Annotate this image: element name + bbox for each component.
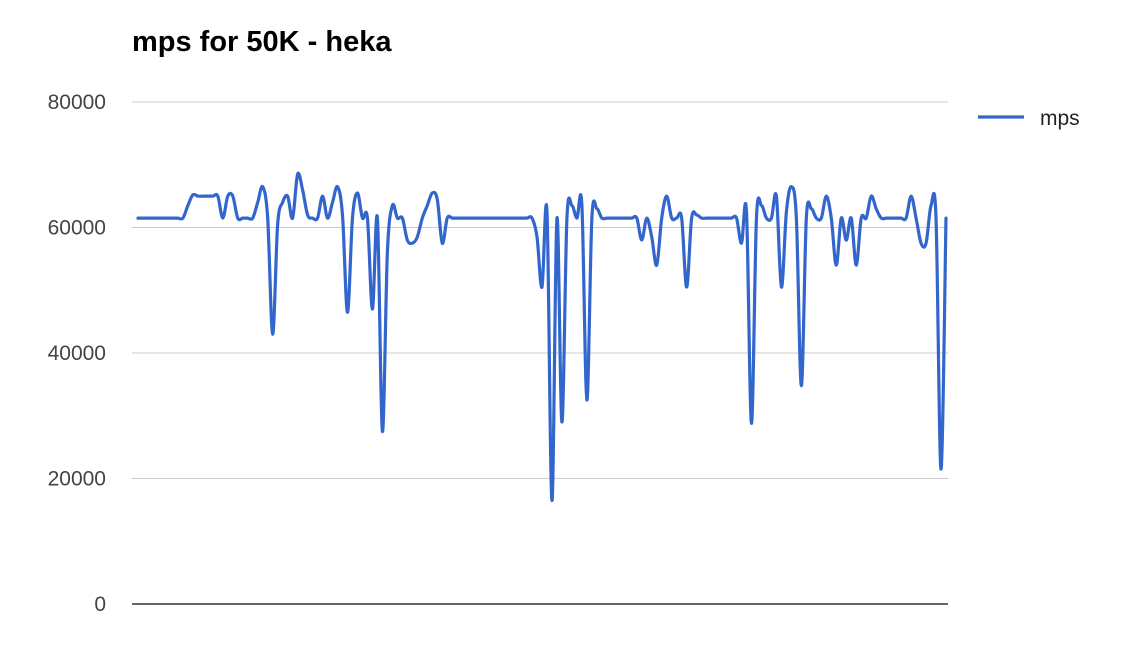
y-tick-label: 40000 — [48, 342, 106, 365]
legend-label: mps — [1040, 107, 1080, 130]
y-tick-label: 20000 — [48, 468, 106, 491]
gridlines — [132, 101, 948, 605]
legend: mps — [978, 107, 1080, 130]
y-tick-label: 60000 — [48, 217, 106, 240]
y-tick-label: 80000 — [48, 91, 106, 114]
y-axis-ticks: 0 20000 40000 60000 80000 — [48, 91, 106, 616]
y-tick-label: 0 — [94, 593, 106, 616]
series-line-mps — [136, 171, 948, 503]
series-layer — [136, 171, 948, 503]
chart-title: mps for 50K - heka — [132, 26, 392, 58]
